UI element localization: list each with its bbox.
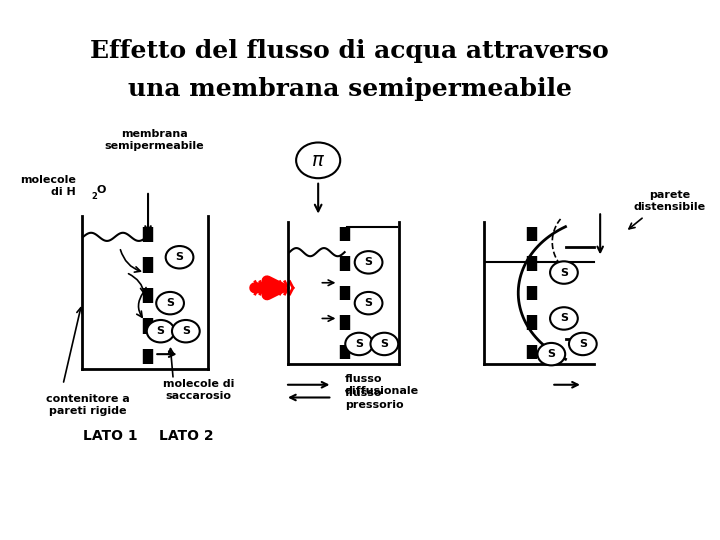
Text: S: S: [182, 326, 190, 336]
Text: molecole di
saccarosio: molecole di saccarosio: [163, 379, 234, 401]
Text: O: O: [96, 185, 106, 195]
Text: una membrana semipermeabile: una membrana semipermeabile: [127, 77, 572, 101]
Text: S: S: [355, 339, 363, 349]
Text: molecole
di H: molecole di H: [19, 175, 76, 197]
Text: S: S: [364, 258, 372, 267]
Circle shape: [166, 246, 194, 268]
Text: S: S: [380, 339, 388, 349]
Text: $\pi$: $\pi$: [311, 151, 325, 170]
Circle shape: [550, 307, 577, 329]
Text: parete
distensibile: parete distensibile: [634, 190, 706, 212]
Text: flusso
pressorio: flusso pressorio: [345, 388, 404, 410]
Text: S: S: [157, 326, 165, 336]
Text: flusso
diffusionale: flusso diffusionale: [345, 374, 419, 395]
Text: S: S: [547, 349, 555, 359]
Text: S: S: [364, 298, 372, 308]
Circle shape: [172, 320, 199, 342]
Circle shape: [550, 261, 577, 284]
Text: S: S: [560, 313, 568, 323]
Text: S: S: [166, 298, 174, 308]
Text: 2: 2: [91, 192, 97, 200]
Text: LATO 1: LATO 1: [83, 429, 138, 443]
Circle shape: [156, 292, 184, 314]
Text: contenitore a
pareti rigide: contenitore a pareti rigide: [46, 394, 130, 416]
Circle shape: [569, 333, 597, 355]
Circle shape: [355, 292, 382, 314]
Circle shape: [537, 343, 565, 366]
Text: S: S: [176, 252, 184, 262]
Circle shape: [346, 333, 373, 355]
Circle shape: [371, 333, 398, 355]
Text: S: S: [560, 267, 568, 278]
Text: LATO 2: LATO 2: [158, 429, 213, 443]
Circle shape: [355, 251, 382, 274]
Text: Effetto del flusso di acqua attraverso: Effetto del flusso di acqua attraverso: [90, 39, 609, 63]
Circle shape: [147, 320, 174, 342]
Text: S: S: [579, 339, 587, 349]
Text: membrana
semipermeabile: membrana semipermeabile: [104, 129, 204, 151]
